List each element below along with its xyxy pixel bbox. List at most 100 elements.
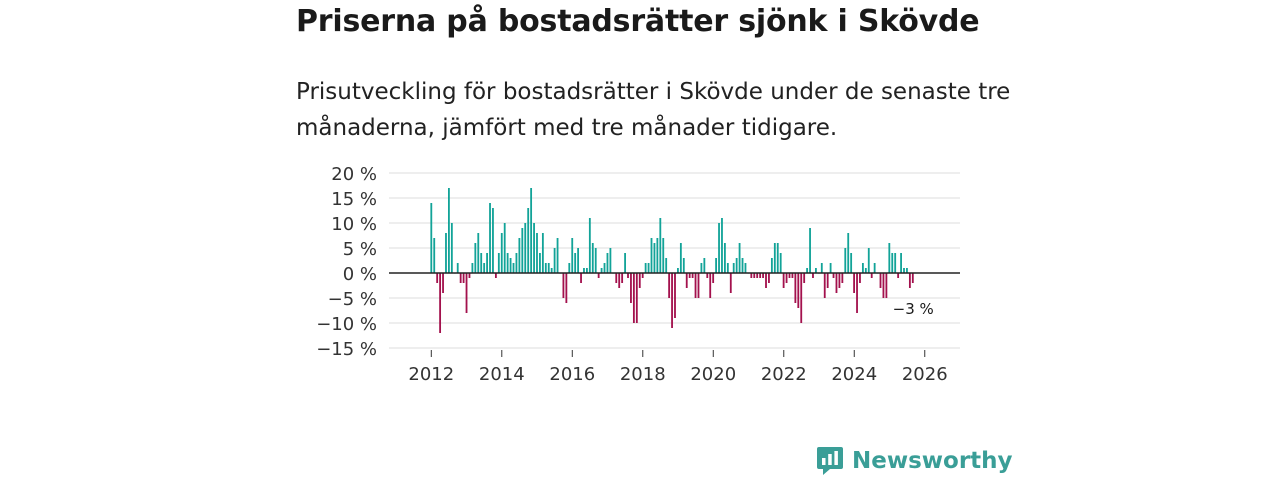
bar	[556, 238, 559, 273]
bar	[718, 223, 720, 273]
bar	[759, 273, 762, 278]
bar	[547, 263, 550, 273]
bar	[729, 273, 732, 293]
bar	[503, 223, 506, 273]
bar	[709, 273, 712, 298]
bar	[815, 268, 817, 273]
x-tick-label: 2018	[620, 364, 666, 385]
bar	[788, 273, 791, 278]
bar	[891, 253, 894, 273]
bar	[527, 208, 530, 273]
bar	[750, 273, 753, 278]
bar	[539, 253, 541, 273]
bar	[468, 273, 471, 278]
bar	[571, 238, 574, 273]
bar	[518, 238, 521, 273]
bar	[768, 273, 770, 283]
bar	[870, 273, 873, 278]
bar	[509, 258, 512, 273]
bar	[882, 273, 885, 298]
bar	[430, 203, 433, 273]
bar	[911, 273, 914, 283]
bar	[853, 273, 855, 293]
bar	[721, 218, 723, 273]
bar	[697, 273, 700, 298]
bar	[647, 263, 650, 273]
bar	[650, 238, 653, 273]
bar	[506, 253, 509, 273]
bar	[826, 273, 829, 288]
bar	[533, 223, 535, 273]
bar	[500, 233, 503, 273]
bar	[856, 273, 858, 313]
bar	[679, 243, 682, 273]
y-tick-label: 20 %	[331, 164, 377, 185]
bar	[765, 273, 767, 288]
bar	[497, 253, 500, 273]
bar	[641, 273, 644, 278]
bar	[448, 188, 450, 273]
bar	[577, 248, 580, 273]
bar	[656, 238, 659, 273]
bar	[541, 233, 544, 273]
x-tick-label: 2026	[902, 364, 948, 385]
bar	[785, 273, 788, 283]
bar	[445, 233, 447, 273]
bar	[580, 273, 582, 283]
bar	[671, 273, 673, 328]
bar	[594, 248, 597, 273]
bar	[621, 273, 624, 283]
bar	[841, 273, 844, 283]
bar	[685, 273, 688, 288]
bar	[659, 218, 662, 273]
bar	[806, 268, 809, 273]
bar	[888, 243, 891, 273]
bar	[773, 243, 776, 273]
bar	[797, 273, 800, 308]
bar	[726, 263, 729, 273]
bar	[433, 238, 436, 273]
x-tick-label: 2014	[479, 364, 525, 385]
bar	[776, 243, 779, 273]
bar	[691, 273, 694, 278]
bar	[565, 273, 568, 303]
chart-subtitle: Prisutveckling för bostadsrätter i Skövd…	[296, 79, 1011, 141]
brand[interactable]: Newsworthy	[816, 446, 1013, 476]
bar	[524, 223, 527, 273]
y-tick-label: −5 %	[328, 289, 377, 310]
bar	[459, 273, 462, 283]
bar	[677, 268, 679, 273]
newsworthy-logo-icon	[817, 447, 843, 475]
x-tick-label: 2022	[761, 364, 807, 385]
bar	[583, 268, 585, 273]
bar	[703, 258, 706, 273]
bar	[553, 248, 556, 273]
y-tick-label: 0 %	[343, 264, 377, 285]
bar	[744, 263, 747, 273]
bar	[735, 258, 738, 273]
bar	[630, 273, 632, 303]
bar	[492, 208, 494, 273]
x-tick-label: 2020	[690, 364, 736, 385]
y-tick-label: −15 %	[316, 339, 377, 360]
bar	[864, 268, 867, 273]
bar	[603, 263, 606, 273]
bar	[439, 273, 442, 333]
bar	[474, 243, 477, 273]
bar	[530, 188, 533, 273]
x-tick-label: 2016	[549, 364, 595, 385]
bar	[436, 273, 439, 283]
bar	[835, 273, 838, 293]
x-tick-label: 2012	[408, 364, 454, 385]
bar	[462, 273, 465, 283]
bar	[723, 243, 726, 273]
bar	[738, 243, 741, 273]
bar	[644, 263, 647, 273]
bar	[544, 263, 547, 273]
bar	[653, 243, 656, 273]
bar	[624, 253, 626, 273]
bar	[829, 263, 832, 273]
bar	[779, 253, 782, 273]
bar	[662, 238, 665, 273]
bar	[586, 268, 588, 273]
